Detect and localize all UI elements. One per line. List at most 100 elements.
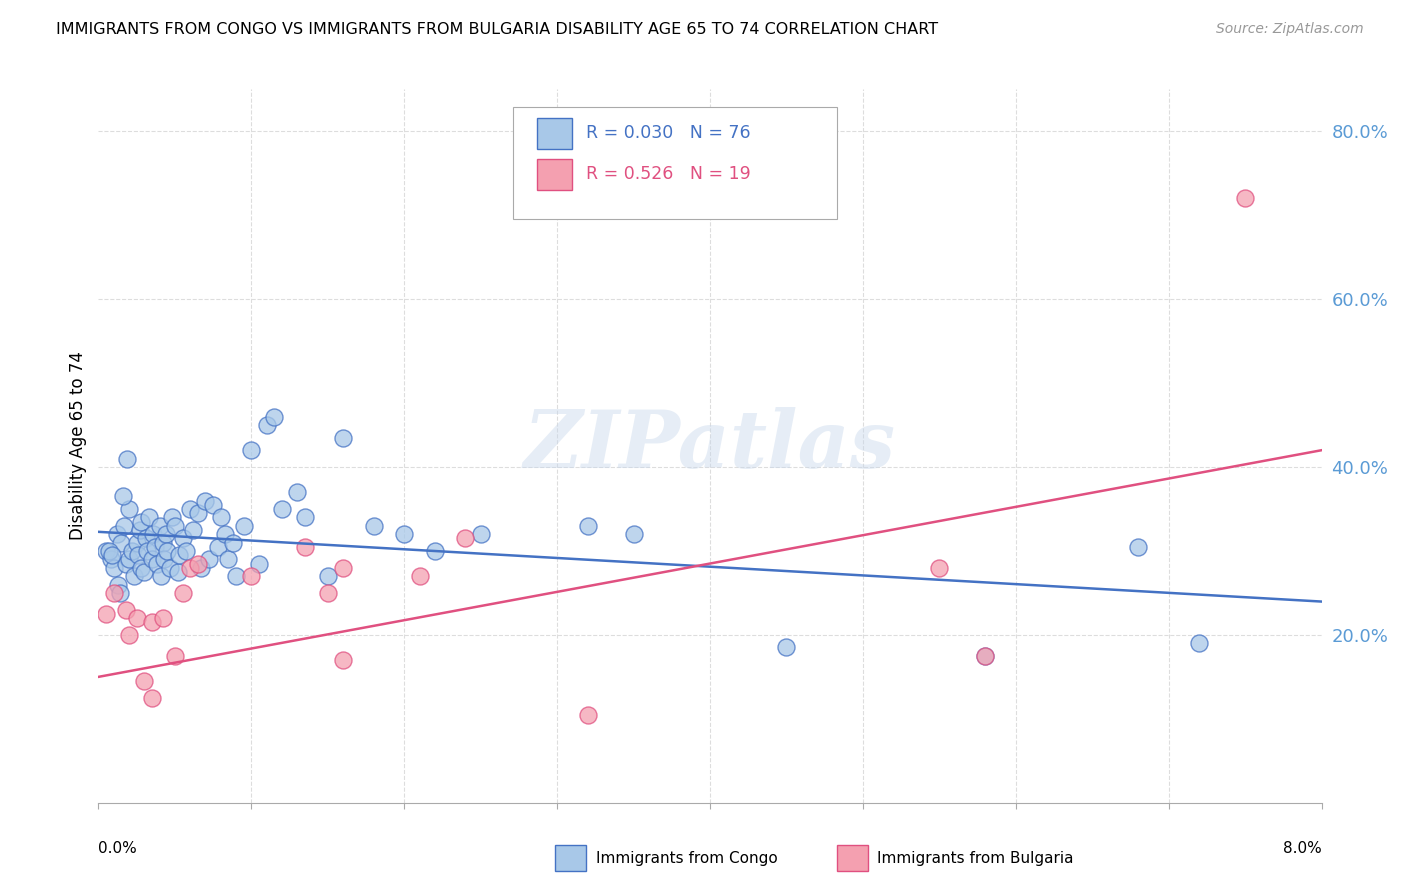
Point bbox=[145, 557, 167, 571]
Point bbox=[392, 527, 416, 541]
Point bbox=[141, 615, 163, 630]
Point bbox=[103, 586, 125, 600]
Point bbox=[111, 489, 134, 503]
Text: Immigrants from Bulgaria: Immigrants from Bulgaria bbox=[877, 851, 1074, 865]
Point bbox=[190, 560, 212, 574]
Point bbox=[118, 502, 141, 516]
Point bbox=[363, 518, 385, 533]
Text: 8.0%: 8.0% bbox=[1282, 840, 1322, 855]
Point bbox=[143, 540, 166, 554]
Point bbox=[108, 586, 131, 600]
Point bbox=[122, 569, 145, 583]
Point bbox=[256, 417, 278, 432]
Point bbox=[110, 535, 132, 549]
Point bbox=[974, 648, 997, 663]
Point bbox=[136, 544, 159, 558]
Y-axis label: Disability Age 65 to 74: Disability Age 65 to 74 bbox=[69, 351, 87, 541]
Point bbox=[128, 523, 150, 537]
Point bbox=[174, 544, 197, 558]
Point bbox=[408, 569, 430, 583]
Point bbox=[138, 510, 160, 524]
Point bbox=[149, 518, 172, 533]
Point bbox=[125, 535, 148, 549]
Point bbox=[153, 552, 176, 566]
Point bbox=[127, 548, 149, 562]
Point bbox=[155, 527, 177, 541]
Point bbox=[974, 648, 997, 663]
Point bbox=[160, 510, 183, 524]
Point bbox=[172, 586, 194, 600]
Point bbox=[150, 569, 173, 583]
Point bbox=[1128, 540, 1150, 554]
Point bbox=[121, 544, 143, 558]
Point bbox=[576, 707, 599, 722]
Point bbox=[181, 523, 204, 537]
Point bbox=[194, 493, 217, 508]
Point bbox=[141, 552, 163, 566]
Point bbox=[115, 557, 138, 571]
Point bbox=[105, 527, 128, 541]
Point bbox=[152, 535, 174, 549]
Point bbox=[454, 532, 477, 546]
Point bbox=[141, 690, 163, 705]
Point bbox=[134, 565, 156, 579]
Point bbox=[115, 603, 138, 617]
Text: R = 0.030   N = 76: R = 0.030 N = 76 bbox=[586, 124, 751, 143]
Point bbox=[1234, 191, 1257, 205]
Text: R = 0.526   N = 19: R = 0.526 N = 19 bbox=[586, 165, 751, 184]
Point bbox=[187, 506, 209, 520]
Point bbox=[225, 569, 247, 583]
Point bbox=[270, 502, 294, 516]
Point bbox=[775, 640, 797, 655]
Point bbox=[240, 569, 263, 583]
Text: Immigrants from Congo: Immigrants from Congo bbox=[596, 851, 778, 865]
Point bbox=[187, 557, 209, 571]
Point bbox=[240, 443, 263, 458]
Point bbox=[332, 560, 354, 574]
Point bbox=[197, 552, 219, 566]
Point bbox=[103, 560, 125, 574]
Point bbox=[470, 527, 492, 541]
Point bbox=[118, 552, 141, 566]
Point bbox=[179, 560, 201, 574]
Point bbox=[94, 544, 117, 558]
Point bbox=[576, 518, 599, 533]
Point bbox=[125, 611, 148, 625]
Point bbox=[129, 560, 152, 574]
Point bbox=[134, 674, 156, 689]
Point bbox=[156, 544, 179, 558]
Point bbox=[163, 518, 186, 533]
Point bbox=[232, 518, 254, 533]
Point bbox=[100, 552, 122, 566]
Point bbox=[169, 548, 191, 562]
Point bbox=[316, 586, 339, 600]
Point bbox=[316, 569, 339, 583]
Point bbox=[263, 409, 285, 424]
Point bbox=[117, 451, 139, 466]
Point bbox=[332, 431, 354, 445]
Point bbox=[214, 527, 236, 541]
Point bbox=[112, 518, 135, 533]
Point bbox=[94, 607, 117, 621]
Point bbox=[167, 565, 190, 579]
Text: IMMIGRANTS FROM CONGO VS IMMIGRANTS FROM BULGARIA DISABILITY AGE 65 TO 74 CORREL: IMMIGRANTS FROM CONGO VS IMMIGRANTS FROM… bbox=[56, 22, 938, 37]
Point bbox=[159, 560, 181, 574]
Point bbox=[142, 527, 165, 541]
Point bbox=[202, 498, 225, 512]
Point bbox=[247, 557, 270, 571]
Point bbox=[163, 648, 186, 663]
Point bbox=[135, 532, 157, 546]
Point bbox=[129, 515, 152, 529]
Point bbox=[928, 560, 950, 574]
Point bbox=[152, 611, 174, 625]
Point bbox=[423, 544, 446, 558]
Point bbox=[332, 653, 354, 667]
Point bbox=[217, 552, 239, 566]
Point bbox=[209, 510, 232, 524]
Point bbox=[179, 502, 201, 516]
Text: 0.0%: 0.0% bbox=[98, 840, 138, 855]
Point bbox=[118, 628, 141, 642]
Point bbox=[222, 535, 245, 549]
Point bbox=[98, 544, 121, 558]
Point bbox=[207, 540, 229, 554]
